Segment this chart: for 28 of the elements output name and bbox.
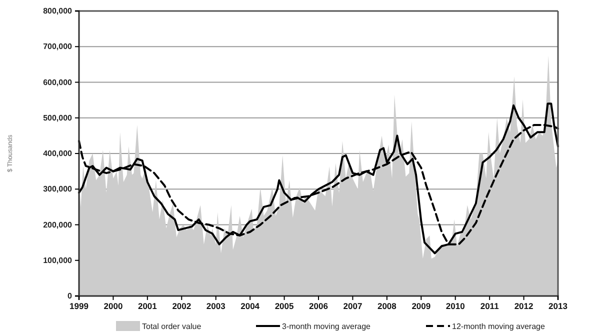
x-tick-label: 2008: [377, 301, 397, 312]
x-tick-label: 2007: [343, 301, 362, 312]
line-series: [78, 102, 559, 254]
x-tick-label: 2010: [446, 301, 466, 312]
legend-label: 3-month moving average: [282, 322, 372, 331]
x-tick-label: 2013: [548, 301, 568, 312]
legend-label: 12-month moving average: [452, 322, 546, 331]
y-tick-label: 100,000: [43, 256, 73, 265]
x-tick-label: 2006: [309, 301, 328, 312]
x-tick-label: 2011: [480, 301, 500, 312]
x-tick-label: 2012: [514, 301, 534, 312]
y-tick-label: 700,000: [43, 42, 73, 52]
y-tick-label: 400,000: [43, 149, 73, 158]
x-tick-label: 2009: [412, 301, 431, 312]
x-tick-label: 2003: [206, 301, 226, 312]
y-tick-label: 200,000: [43, 220, 73, 230]
y-tick-label: 800,000: [43, 6, 73, 16]
x-tick-label: 2004: [240, 301, 260, 312]
y-tick-label: 0: [68, 292, 73, 301]
x-tick-label: 2001: [138, 301, 158, 312]
x-tick-label: 2000: [104, 301, 123, 312]
y-tick-label: 600,000: [43, 78, 73, 87]
x-tick-label: 2002: [172, 301, 192, 312]
y-tick-label: 300,000: [43, 184, 73, 194]
y-tick-label: 500,000: [43, 113, 73, 122]
x-tick-label: 1999: [70, 301, 89, 312]
x-tick-label: 2005: [274, 301, 294, 312]
legend-label: Total order value: [142, 322, 202, 331]
